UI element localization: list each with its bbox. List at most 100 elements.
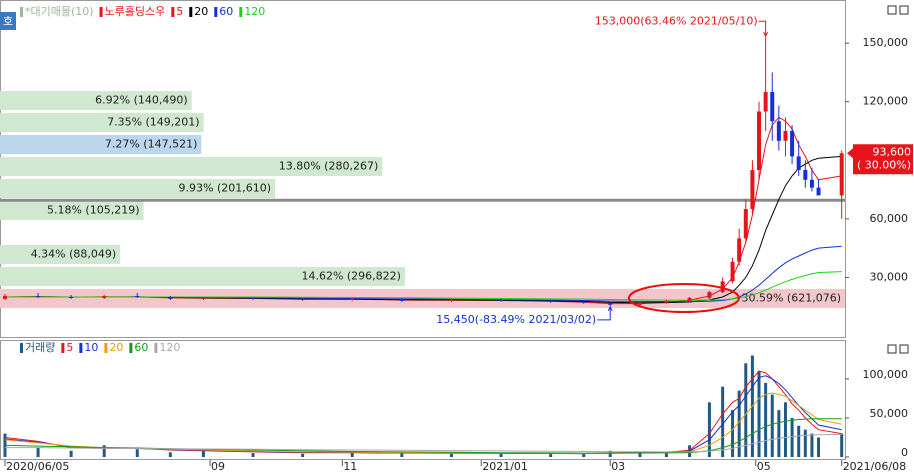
candle-body (783, 131, 788, 141)
candle-body (816, 187, 821, 196)
volume-bar (549, 453, 553, 457)
volume-bar (638, 452, 642, 457)
volume-bar (69, 450, 73, 457)
legend-swatch (104, 343, 108, 353)
side-tab[interactable] (0, 12, 16, 30)
x-tick-label: 11 (343, 460, 357, 473)
candle-body (608, 302, 613, 305)
candle-body (737, 238, 742, 262)
volume-bar (3, 433, 7, 457)
y-tick-label: 60,000 (870, 212, 909, 225)
candle-body (350, 298, 355, 300)
profile-bar (0, 135, 202, 154)
low-annotation: 15,450(-83.49% 2021/03/02) (436, 313, 596, 326)
profile-label: 4.34% (88,049) (31, 248, 117, 261)
volume-bar (731, 410, 735, 457)
volume-bar (301, 453, 305, 457)
y-tick-label: 0 (901, 446, 908, 459)
legend-swatch (99, 7, 103, 17)
ma-line (5, 271, 842, 301)
candle-body (637, 302, 642, 305)
profile-bar (0, 91, 192, 110)
volume-ma-line (4, 375, 842, 455)
volume-bar (608, 450, 612, 457)
side-tab-label[interactable]: 호 (3, 15, 13, 28)
profile-label: 7.27% (147,521) (105, 138, 198, 151)
window-icons (887, 5, 909, 354)
volume-bar (721, 386, 725, 457)
profile-label: 9.93% (201,610) (179, 182, 272, 195)
candle-body (743, 209, 748, 239)
profile-label: 13.80% (280,267) (279, 160, 379, 173)
volume-bar (350, 452, 354, 457)
candle-body (730, 261, 735, 282)
candle-body (664, 300, 669, 303)
icon-close[interactable] (899, 5, 909, 15)
legend-label: *대기매물(10) (25, 5, 94, 18)
candle-body (776, 121, 781, 141)
volume-bar (783, 402, 787, 457)
legend-label: 120 (159, 341, 180, 354)
profile-bar (0, 113, 204, 132)
candle-body (687, 297, 692, 301)
legend-swatch (189, 7, 193, 17)
volume-bar (770, 394, 774, 457)
icon-restore[interactable] (887, 5, 897, 15)
candle-body (839, 153, 844, 196)
profile-bar (0, 245, 121, 264)
volume-bar (201, 450, 205, 457)
y-tick-label: 150,000 (863, 36, 909, 49)
candle-body (69, 296, 74, 298)
x-tick-label: 2021/06/08 (843, 460, 906, 473)
legend-label: 거래량 (25, 341, 55, 354)
ma-line (4, 155, 842, 304)
legend-label: 20 (194, 5, 208, 18)
candle-body (102, 295, 107, 298)
legend-label: 60 (134, 341, 148, 354)
x-tick-label: 2020/06/05 (6, 460, 69, 473)
candle-body (36, 295, 41, 297)
volume-bar (36, 447, 40, 457)
legend-label: 노루홀딩스우 (105, 5, 166, 18)
candle-body (300, 298, 305, 300)
legend-swatch (129, 343, 133, 353)
y-tick-label: 30,000 (870, 270, 909, 283)
profile-label: 6.92% (140,490) (95, 94, 188, 107)
legend-swatch (79, 343, 83, 353)
legend-swatch (20, 7, 23, 17)
icon-close[interactable] (899, 344, 909, 354)
volume-bar (168, 452, 172, 457)
legend-label: 5 (66, 341, 73, 354)
x-tick-label: 2021/01 (482, 460, 528, 473)
profile-bar (0, 179, 276, 198)
legend-label: 120 (244, 5, 265, 18)
x-tick-label: 09 (211, 460, 225, 473)
x-tick-label: 03 (611, 460, 625, 473)
volume-bar (582, 453, 586, 457)
candle-body (803, 170, 808, 180)
volume-bar (810, 433, 814, 457)
last-price-label: 93,600 (873, 145, 912, 158)
volume-bar (135, 449, 139, 457)
x-tick-label: 05 (757, 460, 771, 473)
legend-label: 20 (109, 341, 123, 354)
candle-body (449, 299, 454, 301)
legend-swatch (154, 343, 158, 353)
volume-bar (757, 371, 761, 457)
y-tick-label: 120,000 (863, 95, 909, 108)
volume-bar (400, 453, 404, 457)
legend-swatch (239, 7, 243, 17)
volume-bar (790, 417, 794, 457)
candle-body (790, 131, 795, 157)
legend-label: 5 (176, 5, 183, 18)
candle-body (720, 281, 725, 293)
legend-swatch (214, 7, 218, 17)
legend-swatch (171, 7, 175, 17)
candle-body (809, 179, 814, 188)
y-tick-label: 50,000 (870, 407, 909, 420)
icon-restore[interactable] (887, 344, 897, 354)
profile-bar (0, 267, 405, 286)
candle-body (135, 295, 140, 297)
